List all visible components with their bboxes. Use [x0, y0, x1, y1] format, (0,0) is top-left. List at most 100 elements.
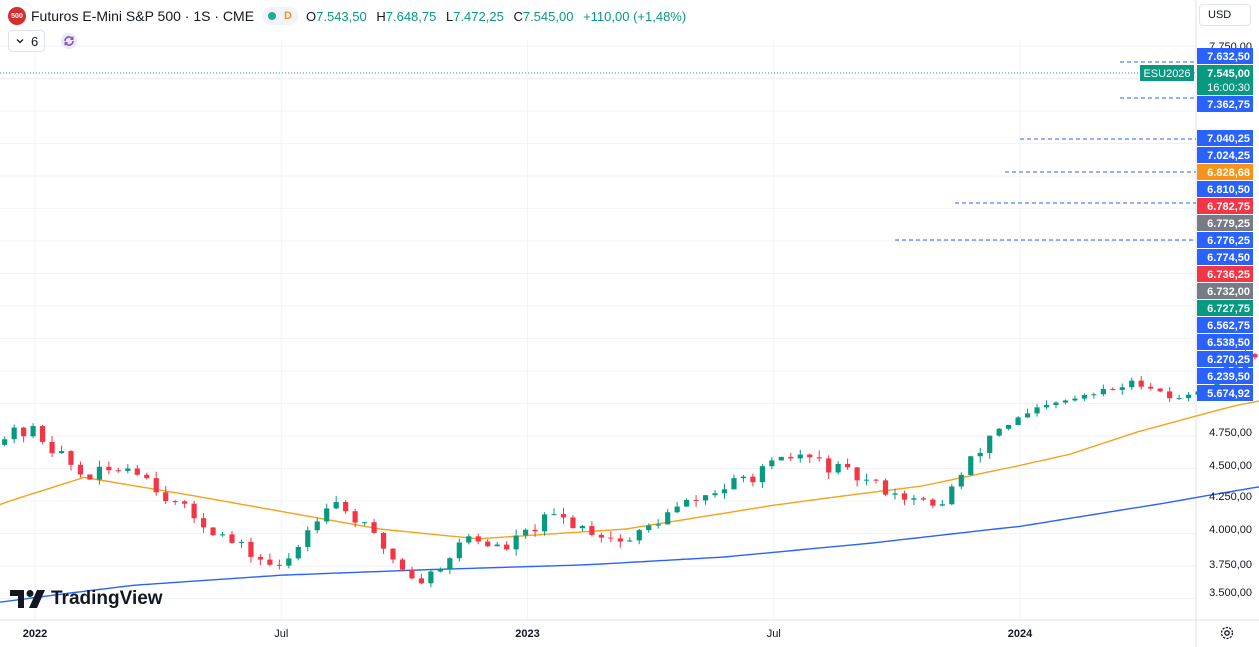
symbol-tag-bg — [1140, 65, 1194, 81]
candle-body — [238, 541, 245, 543]
price-label-text: 7.362,75 — [1207, 99, 1250, 111]
currency-selector[interactable]: USD — [1199, 4, 1251, 26]
candle-body — [541, 514, 548, 532]
candle-body — [276, 564, 282, 566]
high-value: 7.648,75 — [385, 8, 437, 24]
candle-body — [11, 427, 17, 440]
price-label-bg — [1197, 147, 1253, 163]
candle-body — [447, 558, 453, 570]
price-label-bg — [1197, 351, 1253, 367]
candle-body — [1138, 380, 1144, 387]
market-status-pill[interactable]: D — [262, 7, 298, 25]
candle-body — [371, 522, 377, 533]
candle-body — [655, 524, 661, 526]
price-label-bg — [1197, 181, 1253, 197]
candle-body — [721, 489, 728, 494]
candle-body — [1252, 354, 1258, 358]
candle-body — [125, 468, 131, 471]
candle-body — [1006, 424, 1012, 429]
symbol-title[interactable]: Futuros E-Mini S&P 500 · 1S · CME — [31, 8, 255, 24]
candle-body — [674, 506, 680, 513]
candle-body — [437, 569, 443, 572]
candle-body — [930, 499, 936, 506]
refresh-button[interactable] — [59, 31, 79, 51]
candle-body — [106, 466, 112, 471]
y-tick-label: 4.000,00 — [1209, 524, 1252, 536]
candle-body — [1119, 387, 1125, 390]
candle-body — [646, 525, 652, 531]
candle-body — [977, 452, 983, 457]
candle-body — [523, 529, 529, 536]
candle-body — [845, 463, 851, 468]
candle-body — [617, 538, 623, 542]
indicators-toggle[interactable]: 6 — [8, 30, 46, 52]
y-tick-label: 4.250,00 — [1209, 491, 1252, 503]
market-open-dot — [268, 12, 277, 20]
candle-body — [636, 530, 642, 541]
candle-body — [485, 541, 491, 547]
candle-body — [418, 578, 425, 584]
candle-body — [248, 541, 254, 557]
candle-body — [1233, 367, 1239, 369]
candle-body — [920, 498, 926, 500]
candle-body — [380, 532, 387, 549]
candle-body — [560, 514, 567, 518]
candle-body — [598, 534, 604, 538]
candle-body — [1176, 398, 1182, 400]
candle-body — [399, 559, 406, 570]
price-label-text: 6.810,50 — [1207, 184, 1250, 196]
candle-body — [134, 468, 140, 475]
price-label-text: 6.779,25 — [1207, 218, 1250, 230]
candle-body — [996, 428, 1002, 436]
candle-body — [1024, 413, 1031, 418]
candle-body — [21, 427, 27, 437]
candle-body — [911, 498, 917, 500]
candle-body — [778, 456, 784, 461]
price-label-bg — [1197, 198, 1253, 214]
price-label-text: 7.632,50 — [1207, 51, 1250, 63]
candle-body — [873, 479, 879, 481]
candle-body — [96, 466, 103, 480]
price-label-bg — [1197, 385, 1253, 401]
ma-short-line — [0, 400, 1259, 540]
settings-button[interactable] — [1219, 625, 1235, 646]
candle-body — [892, 493, 898, 495]
candle-body — [797, 454, 803, 459]
y-tick-label: 3.500,00 — [1209, 587, 1252, 599]
candle-body — [627, 540, 633, 542]
price-label-text: 6.782,75 — [1207, 201, 1250, 213]
candle-body — [163, 492, 169, 502]
tradingview-logo: TradingView — [10, 588, 163, 610]
candle-body — [475, 536, 481, 542]
candle-body — [513, 535, 519, 550]
candle-body — [835, 463, 841, 473]
price-label-bg — [1197, 334, 1253, 350]
ma-long-line — [0, 486, 1259, 603]
y-tick-label: 3.750,00 — [1209, 559, 1252, 571]
candle-body — [684, 499, 690, 507]
candle-body — [1091, 394, 1097, 396]
x-tick-label: 2023 — [515, 628, 539, 640]
candle-body — [191, 503, 197, 519]
candle-body — [115, 470, 121, 472]
candle-body — [144, 474, 150, 479]
price-label-text: 6.727,75 — [1207, 303, 1250, 315]
candle-body — [504, 544, 510, 550]
low-key: L — [445, 8, 454, 24]
price-label-bg — [1197, 232, 1253, 248]
price-label-text: 6.270,25 — [1207, 354, 1250, 366]
price-label-text: 7.040,25 — [1207, 133, 1250, 145]
x-tick-label: 2022 — [23, 628, 47, 640]
candle-body — [1043, 404, 1050, 408]
refresh-icon — [61, 33, 78, 49]
candle-body — [182, 501, 188, 504]
tradingview-logo-icon — [10, 590, 45, 608]
candle-body — [570, 517, 576, 529]
price-label-text: 6.776,25 — [1207, 235, 1250, 247]
candle-body — [229, 534, 235, 543]
candle-body — [1100, 388, 1106, 395]
candle-body — [958, 474, 964, 487]
candle-body — [854, 467, 860, 481]
price-label-bg — [1197, 130, 1253, 146]
